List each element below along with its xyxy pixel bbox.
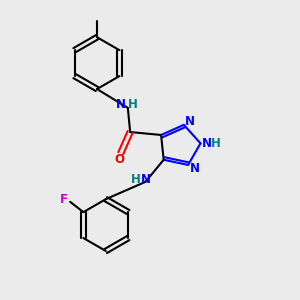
Text: N: N [116, 98, 126, 111]
Text: H: H [130, 173, 140, 186]
Text: O: O [114, 153, 124, 166]
Text: N: N [201, 137, 212, 150]
Text: H: H [211, 137, 221, 150]
Text: F: F [60, 193, 68, 206]
Text: N: N [185, 115, 195, 128]
Text: H: H [128, 98, 138, 111]
Text: N: N [141, 173, 151, 186]
Text: N: N [190, 162, 200, 175]
